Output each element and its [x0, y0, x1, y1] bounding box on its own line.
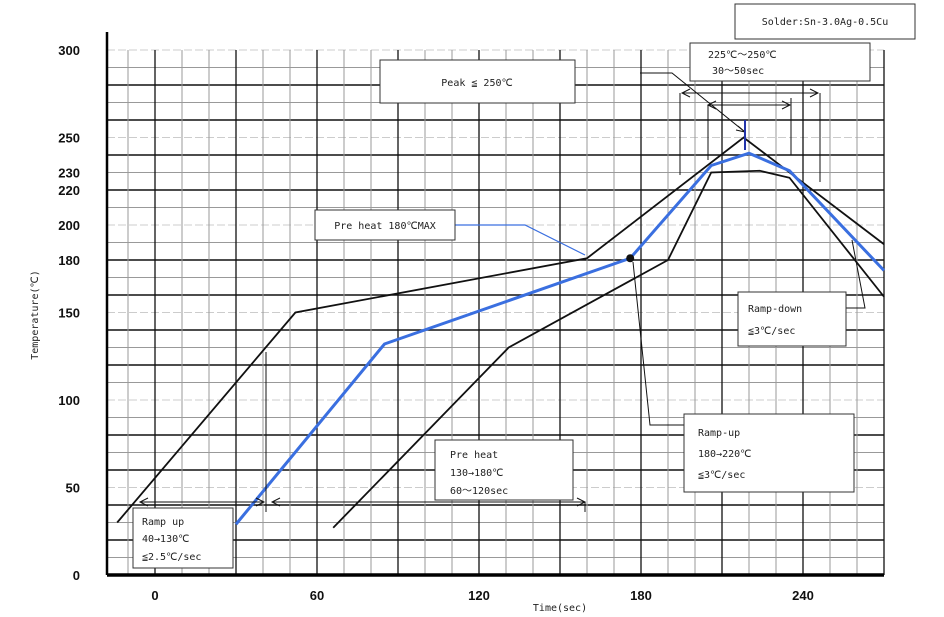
y-tick-label: 150	[58, 306, 80, 321]
ramp-up-rate: ≦2.5℃/sec	[142, 552, 201, 563]
y-tick-label: 50	[66, 481, 80, 496]
ramp-down-title: Ramp-down	[748, 304, 802, 315]
y-tick-label: 100	[58, 393, 80, 408]
preheat-max-box: Pre heat 180℃MAX	[314, 209, 456, 241]
ramp-up2-range: 180→220℃	[698, 449, 751, 460]
series-target-profile	[234, 151, 886, 526]
y-tick-label: 220	[58, 183, 80, 198]
y-tick-label: 180	[58, 253, 80, 268]
peak-window-time: 30～50sec	[712, 66, 764, 77]
x-tick-label: 240	[792, 588, 814, 603]
ramp-up2-title: Ramp-up	[698, 428, 740, 439]
ramp-up-box: Ramp up 40→130℃ ≦2.5℃/sec	[132, 507, 234, 569]
ramp-down-box: Ramp-down ≦3℃/sec	[737, 291, 847, 347]
preheat-time: 60～120sec	[450, 486, 508, 497]
ramp-up-range: 40→130℃	[142, 534, 189, 545]
preheat-title: Pre heat	[450, 450, 498, 461]
tick-labels: 0 50 100 150 180 200 220 230 250 300 0 60 120 180 240	[58, 43, 814, 603]
series-lower-limit	[332, 169, 885, 529]
preheat-max-arrow	[455, 224, 586, 256]
y-tick-label: 250	[58, 131, 80, 146]
x-tick-label: 0	[151, 588, 158, 603]
ramp-up2-rate: ≦3℃/sec	[698, 470, 745, 481]
annotation-arrows	[138, 72, 866, 512]
x-axis-label: Time(sec)	[533, 603, 587, 614]
peak-box: Peak ≦ 250℃	[379, 59, 576, 104]
ramp-down-rate: ≦3℃/sec	[748, 326, 795, 337]
solder-box: Solder:Sn-3.0Ag-0.5Cu	[734, 3, 916, 40]
peak-window-box: 225℃～250℃ 30～50sec	[689, 42, 871, 82]
x-tick-label: 120	[468, 588, 490, 603]
y-axis-label: Temperature(℃)	[30, 270, 41, 360]
x-tick-label: 180	[630, 588, 652, 603]
peak-label: Peak ≦ 250℃	[441, 78, 512, 89]
x-tick-label: 60	[310, 588, 324, 603]
ramp-up-title: Ramp up	[142, 517, 184, 528]
preheat-box: Pre heat 130→180℃ 60～120sec	[434, 439, 574, 501]
preheat-max-label: Pre heat 180℃MAX	[334, 221, 436, 232]
solder-label: Solder:Sn-3.0Ag-0.5Cu	[762, 17, 888, 28]
y-tick-label: 0	[73, 568, 80, 583]
y-tick-label: 230	[58, 166, 80, 181]
y-tick-label: 200	[58, 218, 80, 233]
y-tick-label: 300	[58, 43, 80, 58]
ramp-up2-box: Ramp-up 180→220℃ ≦3℃/sec	[683, 413, 855, 493]
series-lines	[116, 136, 886, 529]
preheat-range: 130→180℃	[450, 468, 503, 479]
peak-window-temp: 225℃～250℃	[708, 50, 777, 61]
preheat-end-marker	[626, 254, 635, 263]
